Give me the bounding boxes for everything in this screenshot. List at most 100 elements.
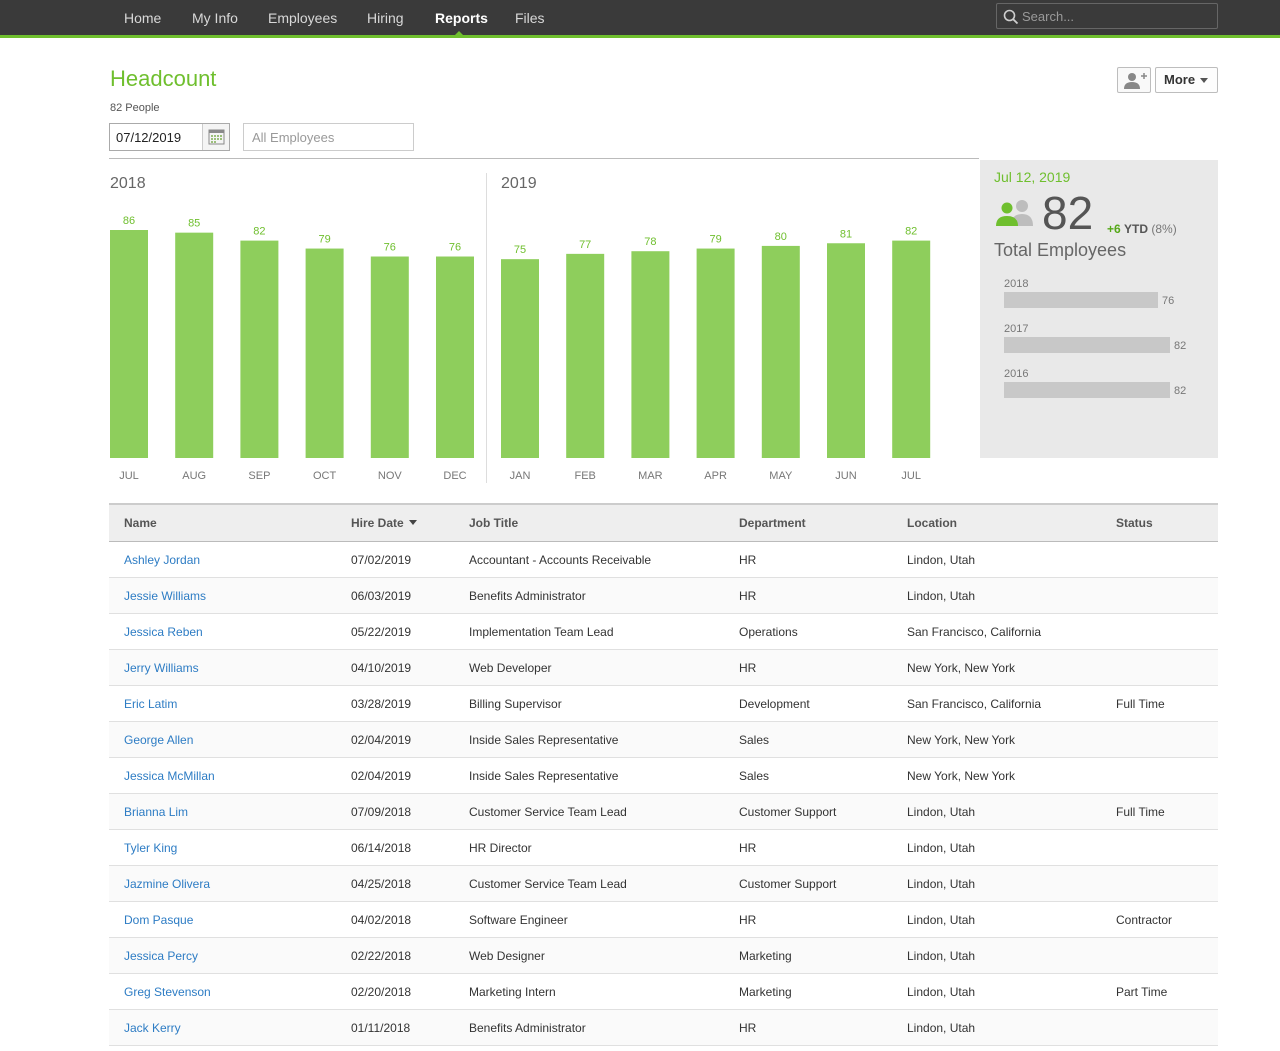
- status: Full Time: [1116, 697, 1165, 711]
- employee-name-link[interactable]: Tyler King: [124, 841, 178, 855]
- department: Customer Support: [739, 877, 837, 891]
- hire-date: 04/10/2019: [351, 661, 412, 675]
- bar-value-label: 76: [449, 242, 461, 254]
- employee-name-link[interactable]: Jessie Williams: [124, 589, 207, 603]
- department: Marketing: [739, 985, 792, 999]
- bar-value-label: 80: [775, 231, 787, 243]
- nav-item-files[interactable]: Files: [515, 10, 545, 26]
- job-title: Billing Supervisor: [469, 697, 562, 711]
- employee-name-link[interactable]: Jessica McMillan: [124, 769, 215, 783]
- job-title: Inside Sales Representative: [469, 733, 619, 747]
- history-value: 82: [1174, 385, 1187, 397]
- x-tick-label: OCT: [313, 470, 337, 482]
- active-nav-caret: [453, 31, 465, 37]
- bar-2018-sep: [240, 240, 279, 458]
- employee-name-link[interactable]: Jerry Williams: [124, 661, 199, 675]
- column-header-name[interactable]: Name: [124, 516, 157, 530]
- more-button[interactable]: More: [1155, 67, 1218, 93]
- column-header-job-title[interactable]: Job Title: [469, 516, 519, 530]
- job-title: Web Designer: [469, 949, 545, 963]
- department: Sales: [739, 769, 770, 783]
- history-year: 2017: [1004, 323, 1029, 335]
- more-button-label: More: [1164, 72, 1196, 87]
- job-title: Marketing Intern: [469, 985, 556, 999]
- history-value: 76: [1162, 295, 1175, 307]
- hire-date: 07/09/2018: [351, 805, 412, 819]
- department: Operations: [739, 625, 798, 639]
- table-row: Dom Pasque 04/02/2018 Software Engineer HR L…: [109, 902, 1218, 938]
- employee-name-link[interactable]: Brianna Lim: [124, 805, 189, 819]
- summary-count: 82: [1042, 187, 1094, 239]
- x-tick-label: FEB: [574, 470, 595, 482]
- table-row: Jazmine Olivera 04/25/2018 Customer Servic…: [109, 866, 1218, 902]
- department: HR: [739, 553, 757, 567]
- column-header-status[interactable]: Status: [1116, 516, 1153, 530]
- date-input[interactable]: [110, 124, 203, 150]
- column-header-location[interactable]: Location: [907, 516, 957, 530]
- employee-name-link[interactable]: Jack Kerry: [124, 1021, 181, 1035]
- location: Lindon, Utah: [907, 985, 976, 999]
- employee-name-link[interactable]: Ashley Jordan: [124, 553, 201, 567]
- chart-top-rule: [109, 158, 979, 159]
- search-input[interactable]: [1022, 7, 1212, 25]
- nav-item-my-info[interactable]: My Info: [192, 10, 238, 26]
- hire-date: 02/22/2018: [351, 949, 412, 963]
- table-row: Brianna Lim 07/09/2018 Customer Service Te…: [109, 794, 1218, 830]
- employee-filter-input[interactable]: [243, 123, 414, 151]
- add-person-icon: [1124, 73, 1147, 89]
- ytd-label: YTD: [1124, 222, 1149, 236]
- history-bar: [1004, 337, 1170, 353]
- job-title: Benefits Administrator: [469, 1021, 586, 1035]
- column-header-hire-date[interactable]: Hire Date: [351, 516, 417, 530]
- employee-name-link[interactable]: Dom Pasque: [124, 913, 194, 927]
- employee-name-link[interactable]: Jessica Percy: [124, 949, 199, 963]
- location: Lindon, Utah: [907, 877, 976, 891]
- sort-desc-icon: [408, 520, 417, 525]
- bar-value-label: 82: [905, 226, 917, 238]
- year-label-2018: 2018: [110, 175, 146, 192]
- bar-2018-oct: [305, 248, 344, 458]
- x-tick-label: DEC: [443, 470, 466, 482]
- job-title: Software Engineer: [469, 913, 568, 927]
- nav-item-reports[interactable]: Reports: [435, 10, 488, 26]
- table-row: Ashley Jordan 07/02/2019 Accountant - Acco…: [109, 542, 1218, 578]
- table-row: Jessica Reben 05/22/2019 Implementation Te…: [109, 614, 1218, 650]
- calendar-icon: [208, 129, 225, 145]
- people-count: 82 People: [110, 102, 160, 114]
- summary-label: Total Employees: [994, 240, 1127, 260]
- bar-value-label: 75: [514, 244, 526, 256]
- bar-2019-apr: [696, 248, 735, 458]
- nav-item-hiring[interactable]: Hiring: [367, 10, 404, 26]
- department: Development: [739, 697, 810, 711]
- hire-date: 03/28/2019: [351, 697, 412, 711]
- employee-name-link[interactable]: Greg Stevenson: [124, 985, 211, 999]
- location: New York, New York: [907, 769, 1016, 783]
- calendar-button[interactable]: [202, 124, 229, 150]
- date-field[interactable]: [109, 123, 230, 151]
- history-bar: [1004, 292, 1158, 308]
- hire-date: 04/02/2018: [351, 913, 412, 927]
- employee-name-link[interactable]: George Allen: [124, 733, 194, 747]
- job-title: HR Director: [469, 841, 532, 855]
- hire-date: 07/02/2019: [351, 553, 412, 567]
- department: HR: [739, 841, 757, 855]
- status: Full Time: [1116, 805, 1165, 819]
- nav-item-home[interactable]: Home: [124, 10, 162, 26]
- column-header-department[interactable]: Department: [739, 516, 806, 530]
- x-tick-label: APR: [704, 470, 727, 482]
- employee-name-link[interactable]: Jazmine Olivera: [124, 877, 211, 891]
- add-employee-button[interactable]: [1117, 67, 1151, 93]
- location: Lindon, Utah: [907, 1021, 976, 1035]
- job-title: Web Developer: [469, 661, 552, 675]
- department: HR: [739, 589, 757, 603]
- table-row: Jack Kerry 01/11/2018 Benefits Administrat…: [109, 1010, 1218, 1046]
- nav-item-employees[interactable]: Employees: [268, 10, 338, 26]
- table-row: Eric Latim 03/28/2019 Billing Supervisor De…: [109, 686, 1218, 722]
- location: New York, New York: [907, 733, 1016, 747]
- hire-date: 05/22/2019: [351, 625, 412, 639]
- job-title: Accountant - Accounts Receivable: [469, 553, 652, 567]
- employee-name-link[interactable]: Jessica Reben: [124, 625, 203, 639]
- search-box[interactable]: [996, 3, 1218, 29]
- bar-2018-nov: [370, 256, 409, 458]
- employee-name-link[interactable]: Eric Latim: [124, 697, 178, 711]
